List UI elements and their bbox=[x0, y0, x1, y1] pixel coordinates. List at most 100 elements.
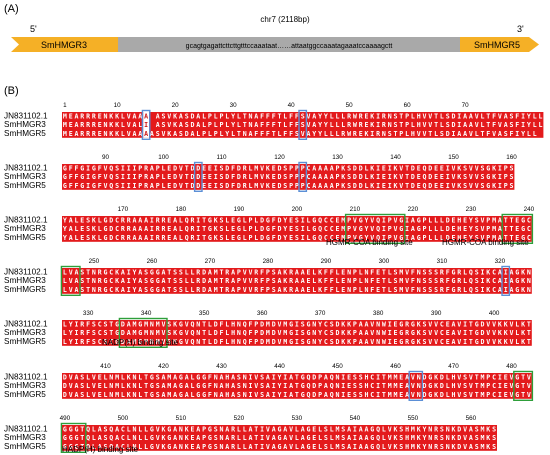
residue: D bbox=[446, 234, 450, 242]
residue: S bbox=[80, 269, 84, 277]
residue: G bbox=[289, 338, 293, 346]
residue: D bbox=[278, 165, 282, 173]
residue: S bbox=[475, 443, 479, 451]
residue: S bbox=[115, 165, 119, 173]
residue: T bbox=[144, 391, 148, 399]
residue: K bbox=[521, 286, 525, 294]
residue: V bbox=[266, 443, 270, 451]
residue: I bbox=[388, 321, 392, 329]
residue: A bbox=[220, 391, 224, 399]
residue: P bbox=[486, 225, 490, 233]
residue: L bbox=[515, 338, 519, 346]
tick-number: 460 bbox=[390, 363, 401, 370]
residue: Y bbox=[278, 391, 282, 399]
residue: A bbox=[69, 234, 73, 242]
residue: K bbox=[452, 443, 456, 451]
residue: V bbox=[69, 374, 73, 382]
residue: R bbox=[191, 234, 195, 242]
residue: K bbox=[173, 321, 177, 329]
residue: G bbox=[307, 338, 311, 346]
tick-number: 230 bbox=[466, 206, 477, 213]
residue: A bbox=[249, 434, 253, 442]
residue: A bbox=[301, 434, 305, 442]
residue: D bbox=[428, 165, 432, 173]
residue: P bbox=[388, 225, 392, 233]
residue: S bbox=[283, 182, 287, 190]
residue: S bbox=[399, 434, 403, 442]
residue: G bbox=[92, 165, 96, 173]
residue: A bbox=[301, 443, 305, 451]
residue: W bbox=[353, 121, 357, 129]
residue: N bbox=[109, 382, 113, 390]
residue: F bbox=[260, 269, 264, 277]
residue: C bbox=[324, 225, 328, 233]
residue: C bbox=[330, 225, 334, 233]
residue: L bbox=[86, 391, 90, 399]
sequence-name: SmHMGR5 bbox=[4, 337, 46, 346]
residue: A bbox=[150, 165, 154, 173]
tick-number: 50 bbox=[346, 102, 354, 109]
residue: G bbox=[150, 382, 154, 390]
residue: P bbox=[249, 234, 253, 242]
residue: S bbox=[423, 286, 427, 294]
sequence-name: JN831102.1 bbox=[4, 425, 48, 434]
residue: L bbox=[463, 286, 467, 294]
residue: G bbox=[399, 217, 403, 225]
residue: S bbox=[394, 121, 398, 129]
residue: K bbox=[162, 434, 166, 442]
residue: M bbox=[492, 234, 496, 242]
residue: T bbox=[86, 286, 90, 294]
residue: I bbox=[353, 426, 357, 434]
residue: G bbox=[399, 338, 403, 346]
residue: P bbox=[301, 165, 305, 173]
tick-number: 520 bbox=[234, 415, 245, 422]
residue: R bbox=[347, 113, 351, 121]
residue: K bbox=[347, 338, 351, 346]
residue: I bbox=[498, 173, 502, 181]
residue: A bbox=[162, 269, 166, 277]
residue: N bbox=[417, 391, 421, 399]
residue: E bbox=[208, 165, 212, 173]
residue: L bbox=[63, 338, 67, 346]
residue: T bbox=[202, 234, 206, 242]
residue: G bbox=[278, 426, 282, 434]
residue: C bbox=[492, 391, 496, 399]
residue: A bbox=[208, 269, 212, 277]
residue: I bbox=[260, 443, 264, 451]
residue: K bbox=[434, 374, 438, 382]
residue: V bbox=[260, 165, 264, 173]
residue: T bbox=[80, 443, 84, 451]
residue: I bbox=[214, 165, 218, 173]
residue: S bbox=[283, 173, 287, 181]
residue: M bbox=[144, 321, 148, 329]
residue: G bbox=[179, 374, 183, 382]
residue: Y bbox=[423, 426, 427, 434]
residue: Q bbox=[86, 434, 90, 442]
residue: T bbox=[434, 121, 438, 129]
residue: G bbox=[179, 321, 183, 329]
residue: P bbox=[318, 382, 322, 390]
residue: F bbox=[69, 173, 73, 181]
residue: G bbox=[179, 391, 183, 399]
residue: I bbox=[457, 113, 461, 121]
residue: S bbox=[463, 182, 467, 190]
residue: L bbox=[295, 426, 299, 434]
residue: L bbox=[446, 374, 450, 382]
residue: D bbox=[446, 225, 450, 233]
residue: V bbox=[104, 182, 108, 190]
residue: Q bbox=[185, 225, 189, 233]
residue: C bbox=[109, 286, 113, 294]
residue: I bbox=[515, 130, 519, 138]
residue: V bbox=[457, 321, 461, 329]
residue: A bbox=[312, 165, 316, 173]
residue: G bbox=[208, 217, 212, 225]
residue: E bbox=[191, 426, 195, 434]
residue: V bbox=[69, 277, 73, 285]
residue: V bbox=[492, 130, 496, 138]
residue: Y bbox=[469, 225, 473, 233]
residue: C bbox=[307, 165, 311, 173]
residue: C bbox=[121, 443, 125, 451]
residue: D bbox=[121, 329, 125, 337]
residue: A bbox=[98, 443, 102, 451]
residue: G bbox=[92, 173, 96, 181]
